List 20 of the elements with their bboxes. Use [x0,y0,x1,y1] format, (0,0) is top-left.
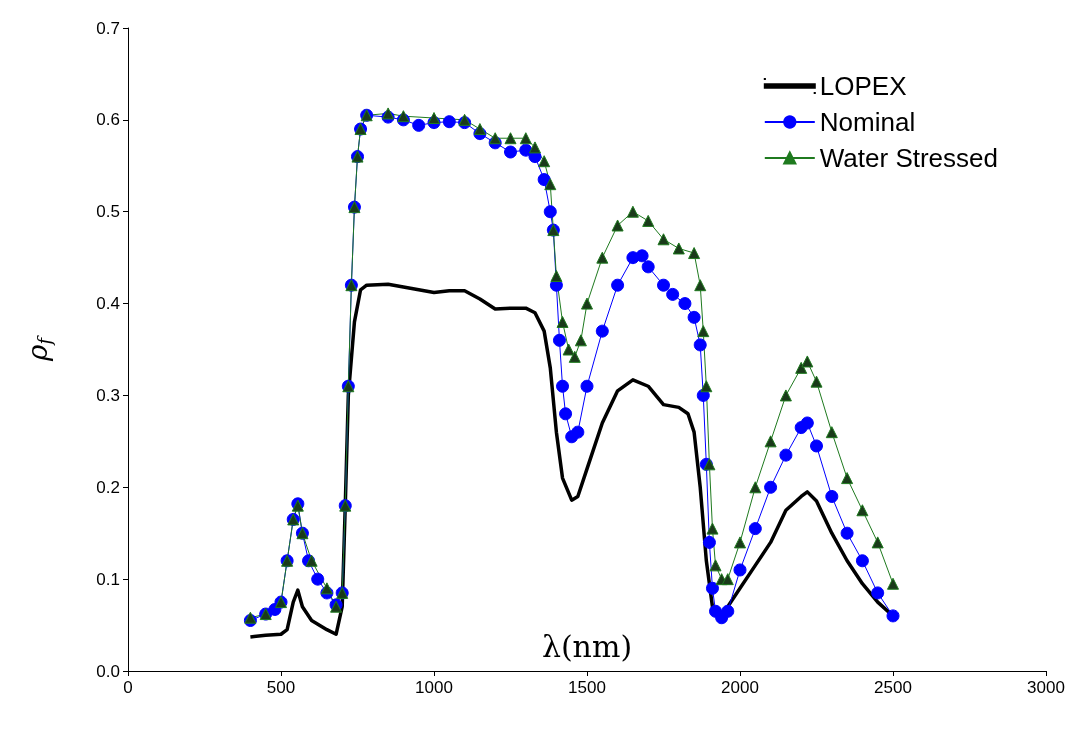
x-tick-label: 1000 [415,678,453,697]
x-tick-label: 3000 [1027,678,1065,697]
x-tick-label: 2000 [721,678,759,697]
y-tick-label: 0.7 [96,18,120,38]
y-tick-label: 0.1 [96,569,120,589]
y-axis-title: ρf [20,334,55,363]
x-tick-label: 2500 [874,678,912,697]
x-tick-label: 1500 [568,678,606,697]
x-tick-label: 0 [123,678,133,697]
x-tick-label: 500 [266,678,296,697]
y-tick-label: 0.0 [96,661,120,681]
y-tick-label: 0.3 [96,385,120,405]
y-tick-label: 0.4 [96,294,120,314]
y-tick-label: 0.6 [96,110,120,130]
x-axis-title: λ(nm) [541,628,633,664]
legend-label: Nominal [819,107,916,137]
y-tick-label: 0.2 [96,477,120,497]
legend-label: Water Stressed [819,143,999,173]
legend-label: LOPEX [819,71,907,101]
y-tick-label: 0.5 [96,202,120,222]
